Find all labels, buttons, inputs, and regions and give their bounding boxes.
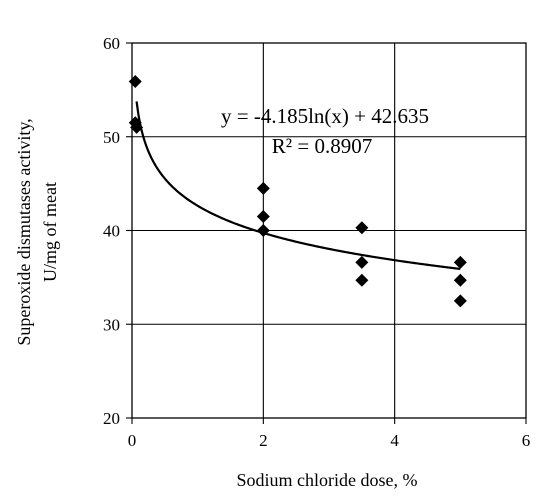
x-tick-label: 0 (128, 431, 137, 450)
y-axis-ticks: 20 30 40 50 60 (103, 34, 132, 428)
x-tick-label: 4 (390, 431, 399, 450)
data-point (355, 221, 369, 235)
data-point (128, 74, 142, 88)
data-point (256, 209, 270, 223)
trendline-equation: y = -4.185ln(x) + 42.635 (221, 104, 429, 128)
y-tick-label: 60 (103, 34, 120, 53)
x-tick-label: 6 (522, 431, 531, 450)
y-tick-label: 40 (103, 222, 120, 241)
data-point (453, 255, 467, 269)
data-point (453, 294, 467, 308)
x-axis-title: Sodium chloride dose, % (237, 470, 418, 490)
grid-lines (132, 43, 526, 418)
trendline (135, 101, 461, 271)
data-point (256, 224, 270, 237)
data-point (130, 120, 144, 134)
y-axis-title-line-1: Superoxide dismutases activity, (14, 118, 34, 345)
y-tick-label: 30 (103, 315, 120, 334)
x-axis-ticks: 0 2 4 6 (128, 418, 531, 450)
trendline-r-squared: R² = 0.8907 (272, 134, 372, 158)
data-point (256, 181, 270, 195)
y-tick-label: 20 (103, 409, 120, 428)
data-points (128, 74, 467, 308)
x-tick-label: 2 (259, 431, 268, 450)
data-point (355, 273, 369, 287)
data-point (355, 255, 369, 269)
data-point (453, 273, 467, 287)
y-axis-title-line-2: U/mg of meat (40, 182, 60, 282)
y-tick-label: 50 (103, 128, 120, 147)
